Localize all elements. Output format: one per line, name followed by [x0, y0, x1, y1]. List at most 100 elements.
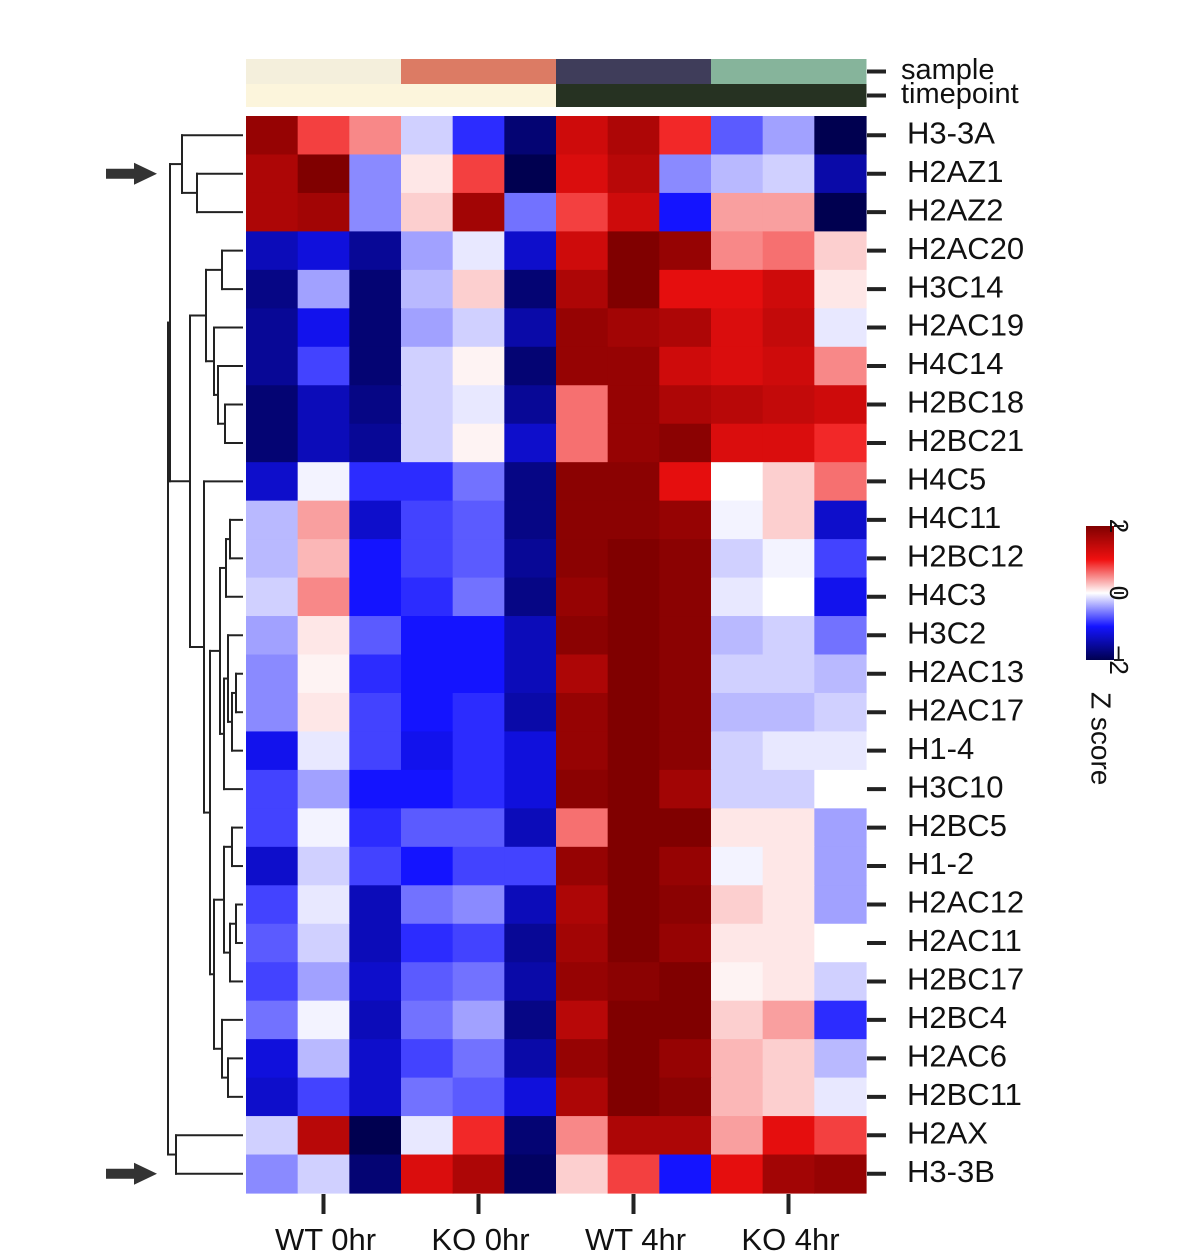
heatmap-cell: [504, 385, 557, 425]
heatmap-cell: [762, 616, 815, 656]
heatmap-cell: [297, 308, 350, 348]
heatmap-cell: [452, 346, 505, 386]
heatmap-cell: [504, 923, 557, 963]
heatmap-cell: [659, 539, 712, 579]
row-label: H2AC17: [907, 692, 1024, 727]
heatmap-cell: [349, 1077, 402, 1117]
heatmap-cell: [246, 1116, 299, 1156]
heatmap-cell: [659, 269, 712, 309]
heatmap-cell: [297, 885, 350, 925]
heatmap-cell: [607, 962, 660, 1002]
heatmap-cell: [762, 192, 815, 232]
heatmap-cell: [814, 885, 867, 925]
heatmap-cell: [401, 423, 454, 463]
heatmap-cell: [556, 116, 609, 156]
heatmap-cell: [814, 616, 867, 656]
heatmap-cell: [814, 462, 867, 502]
heatmap-cell: [556, 1116, 609, 1156]
heatmap-cell: [556, 923, 609, 963]
heatmap-cell: [762, 808, 815, 848]
row-label: H2BC21: [907, 423, 1024, 458]
heatmap-cell: [556, 423, 609, 463]
heatmap-cell: [297, 192, 350, 232]
colorbar-tick-label: −2: [1104, 645, 1134, 675]
heatmap-cell: [814, 346, 867, 386]
heatmap-cell: [246, 269, 299, 309]
row-label: H2AZ2: [907, 192, 1003, 227]
heatmap-cell: [711, 731, 764, 771]
row-label: H2BC12: [907, 539, 1024, 574]
heatmap-cell: [349, 808, 402, 848]
heatmap-cell: [504, 1116, 557, 1156]
heatmap-cell: [246, 116, 299, 156]
heatmap-cell: [762, 769, 815, 809]
heatmap-cell: [659, 962, 712, 1002]
heatmap-cell: [452, 769, 505, 809]
heatmap-cell: [297, 692, 350, 733]
heatmap-cell: [659, 192, 712, 232]
heatmap-cell: [711, 1000, 764, 1040]
heatmap-cell: [659, 1077, 712, 1117]
heatmap-cell: [556, 269, 609, 309]
row-label: H2AX: [907, 1115, 988, 1150]
heatmap-cell: [401, 1154, 454, 1194]
heatmap-cell: [349, 1039, 402, 1079]
heatmap-cell: [711, 231, 764, 271]
heatmap-cell: [762, 462, 815, 502]
heatmap-cell: [814, 385, 867, 425]
heatmap-cell: [401, 731, 454, 771]
heatmap-cell: [659, 769, 712, 809]
heatmap-cell: [607, 692, 660, 733]
heatmap-cell: [711, 923, 764, 963]
heatmap-cell: [349, 923, 402, 963]
heatmap-cell: [297, 1039, 350, 1079]
highlight-arrow: [106, 162, 157, 185]
heatmap-cell: [762, 1039, 815, 1079]
track-timepoint-segment: [246, 84, 557, 107]
heatmap-cell: [711, 308, 764, 348]
heatmap-cell: [401, 346, 454, 386]
heatmap-cell: [814, 539, 867, 579]
row-dendrogram: [167, 134, 243, 1175]
heatmap-cell: [711, 808, 764, 848]
heatmap-cell: [659, 231, 712, 271]
heatmap-cell: [659, 116, 712, 156]
heatmap-cell: [452, 1000, 505, 1040]
heatmap-cell: [607, 731, 660, 771]
heatmap-cell: [659, 1000, 712, 1040]
heatmap-cell: [711, 654, 764, 694]
heatmap-cell: [711, 769, 764, 809]
heatmap-cell: [246, 192, 299, 232]
heatmap-cell: [556, 1154, 609, 1194]
heatmap-cell: [814, 154, 867, 194]
heatmap-cell: [607, 1000, 660, 1040]
heatmap-cell: [349, 885, 402, 925]
track-timepoint-segment: [556, 84, 867, 107]
colorbar: Z score 2 0 −2: [1086, 519, 1134, 786]
heatmap-cell: [246, 308, 299, 348]
heatmap-cell: [452, 577, 505, 617]
heatmap-cell: [246, 769, 299, 809]
heatmap-cell: [607, 462, 660, 502]
heatmap-cell: [349, 385, 402, 425]
heatmap-cell: [246, 231, 299, 271]
heatmap-cell: [711, 1039, 764, 1079]
heatmap-cell: [246, 500, 299, 540]
row-label: H1-2: [907, 846, 974, 881]
heatmap-cell: [607, 154, 660, 194]
heatmap-cell: [814, 1077, 867, 1117]
heatmap-cell: [452, 808, 505, 848]
heatmap-cell: [607, 231, 660, 271]
heatmap-cell: [246, 692, 299, 733]
heatmap-cell: [349, 462, 402, 502]
heatmap-cell: [762, 385, 815, 425]
heatmap-cell: [711, 500, 764, 540]
heatmap-cell: [659, 846, 712, 886]
heatmap-cell: [401, 269, 454, 309]
heatmap-cell: [401, 923, 454, 963]
row-label: H2BC11: [907, 1077, 1022, 1112]
heatmap-cell: [349, 154, 402, 194]
track-sample-segment: [711, 59, 867, 84]
heatmap-cell: [504, 1154, 557, 1194]
